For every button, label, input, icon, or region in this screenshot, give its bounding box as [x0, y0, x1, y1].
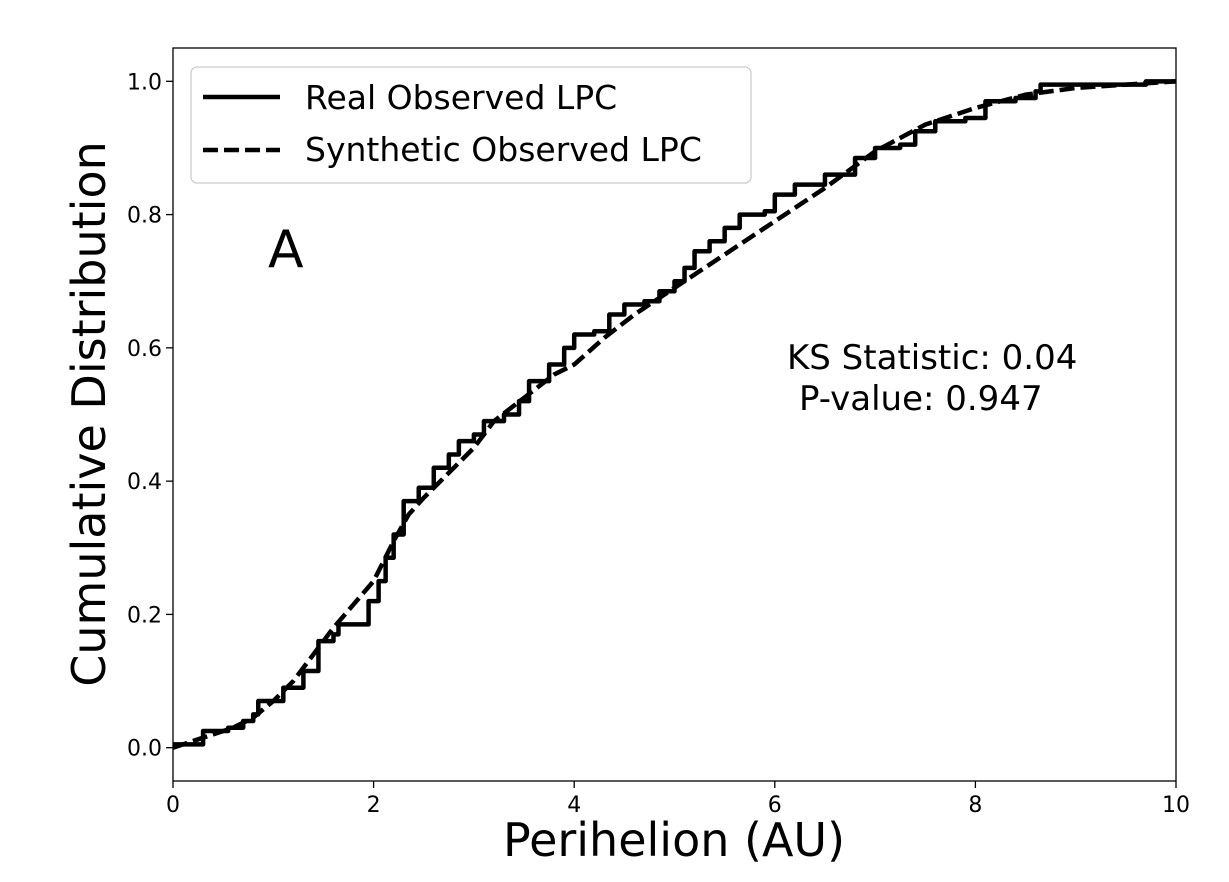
- y-axis-title: Cumulative Distribution: [62, 141, 116, 687]
- x-tick-label: 8: [968, 793, 982, 818]
- legend-label-real: Real Observed LPC: [305, 78, 617, 117]
- y-tick-label: 1.0: [127, 70, 162, 95]
- ks-statistic-annotation: KS Statistic: 0.04: [787, 338, 1077, 378]
- panel-label: A: [268, 220, 304, 280]
- series-layer: [172, 79, 1177, 750]
- y-tick-label: 0.0: [127, 737, 162, 762]
- legend-label-synthetic: Synthetic Observed LPC: [305, 130, 702, 169]
- x-axis-ticks: 0 2 4 6 8 10: [166, 781, 1190, 818]
- x-tick-label: 0: [166, 793, 180, 818]
- x-tick-label: 4: [567, 793, 581, 818]
- legend-box: [190, 66, 752, 184]
- x-axis-title: Perihelion (AU): [503, 813, 845, 867]
- x-tick-label: 2: [367, 793, 381, 818]
- p-value-annotation: P-value: 0.947: [799, 379, 1043, 419]
- y-axis-ticks: 0.0 0.2 0.4 0.6 0.8 1.0: [127, 70, 173, 762]
- y-tick-label: 0.8: [127, 204, 162, 229]
- series-line-real: [173, 79, 1176, 747]
- series-line-synthetic: [172, 79, 1177, 750]
- plot-frame: [172, 47, 1177, 782]
- y-tick-label: 0.2: [127, 603, 162, 628]
- y-tick-label: 0.6: [127, 337, 162, 362]
- legend: Real Observed LPC Synthetic Observed LPC: [190, 66, 752, 184]
- y-tick-label: 0.4: [127, 470, 162, 495]
- x-tick-label: 6: [768, 793, 782, 818]
- x-tick-label: 10: [1162, 793, 1190, 818]
